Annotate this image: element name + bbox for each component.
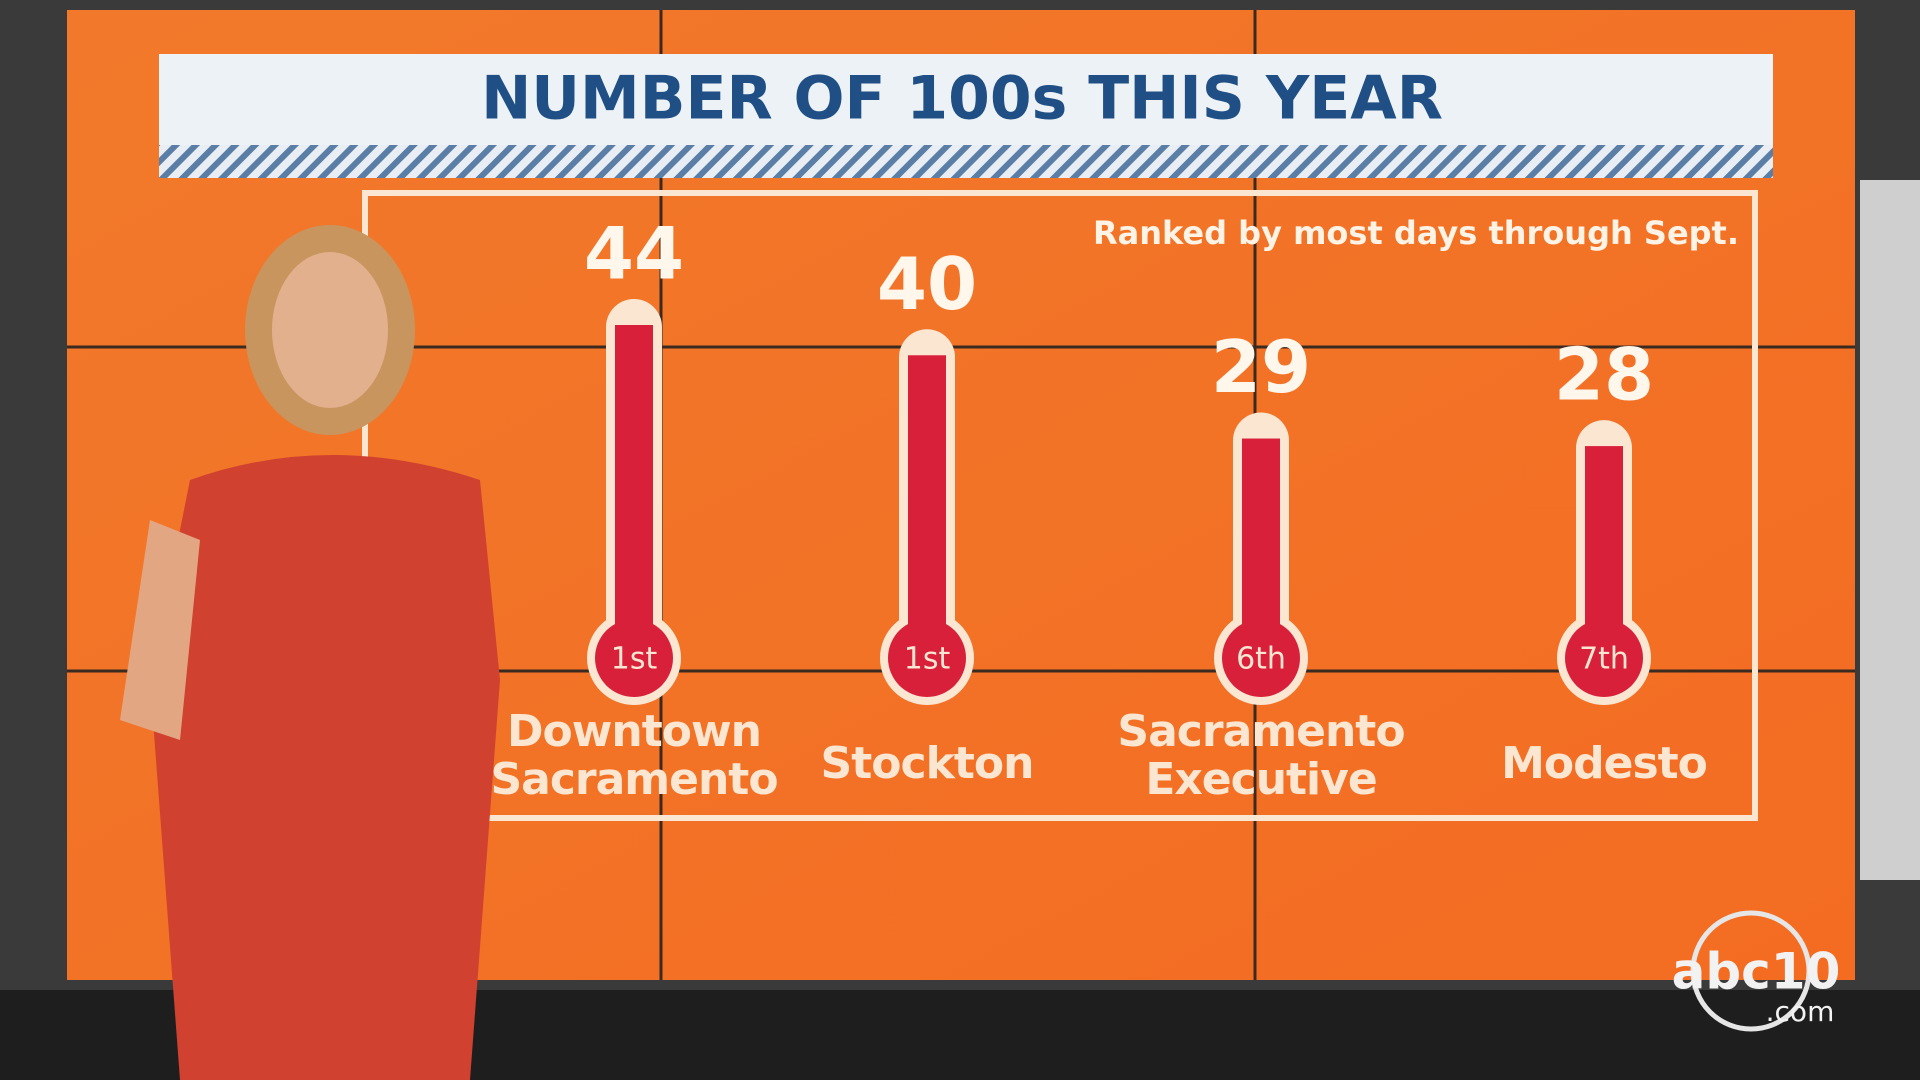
thermometer-bulb — [595, 619, 673, 697]
category-label: Downtown Sacramento — [490, 706, 778, 805]
chart-title: NUMBER OF 100s THIS YEAR — [481, 64, 1443, 134]
thermometer-bulb — [1222, 619, 1300, 697]
rank-label: 1st — [611, 642, 658, 677]
thermometer-bulb — [1565, 619, 1643, 697]
rank-label: 1st — [904, 642, 951, 677]
rank-label: 7th — [1579, 642, 1629, 677]
bar — [615, 325, 653, 658]
chart-subtitle: Ranked by most days through Sept. — [1092, 214, 1739, 252]
value-label: 28 — [1554, 333, 1654, 417]
logo-suffix: .com — [1766, 995, 1835, 1028]
logo: abc10 .com — [1672, 910, 1841, 1032]
category-label: Stockton — [820, 738, 1035, 789]
title-band — [159, 54, 1773, 145]
value-label: 44 — [584, 212, 684, 296]
logo-brand: abc10 — [1672, 943, 1841, 1001]
value-label: 40 — [877, 242, 977, 326]
studio-wall — [1860, 180, 1920, 880]
category-label: Sacramento Executive — [1117, 706, 1405, 805]
title-hatch — [159, 145, 1773, 178]
category-label: Modesto — [1501, 738, 1708, 789]
rank-label: 6th — [1236, 642, 1286, 677]
presenter — [120, 225, 500, 1080]
thermometer-bulb — [888, 619, 966, 697]
plot: 1st 44 1st 40 6th 29 7th 28 — [584, 212, 1654, 705]
bar — [908, 355, 946, 658]
value-label: 29 — [1211, 325, 1311, 409]
